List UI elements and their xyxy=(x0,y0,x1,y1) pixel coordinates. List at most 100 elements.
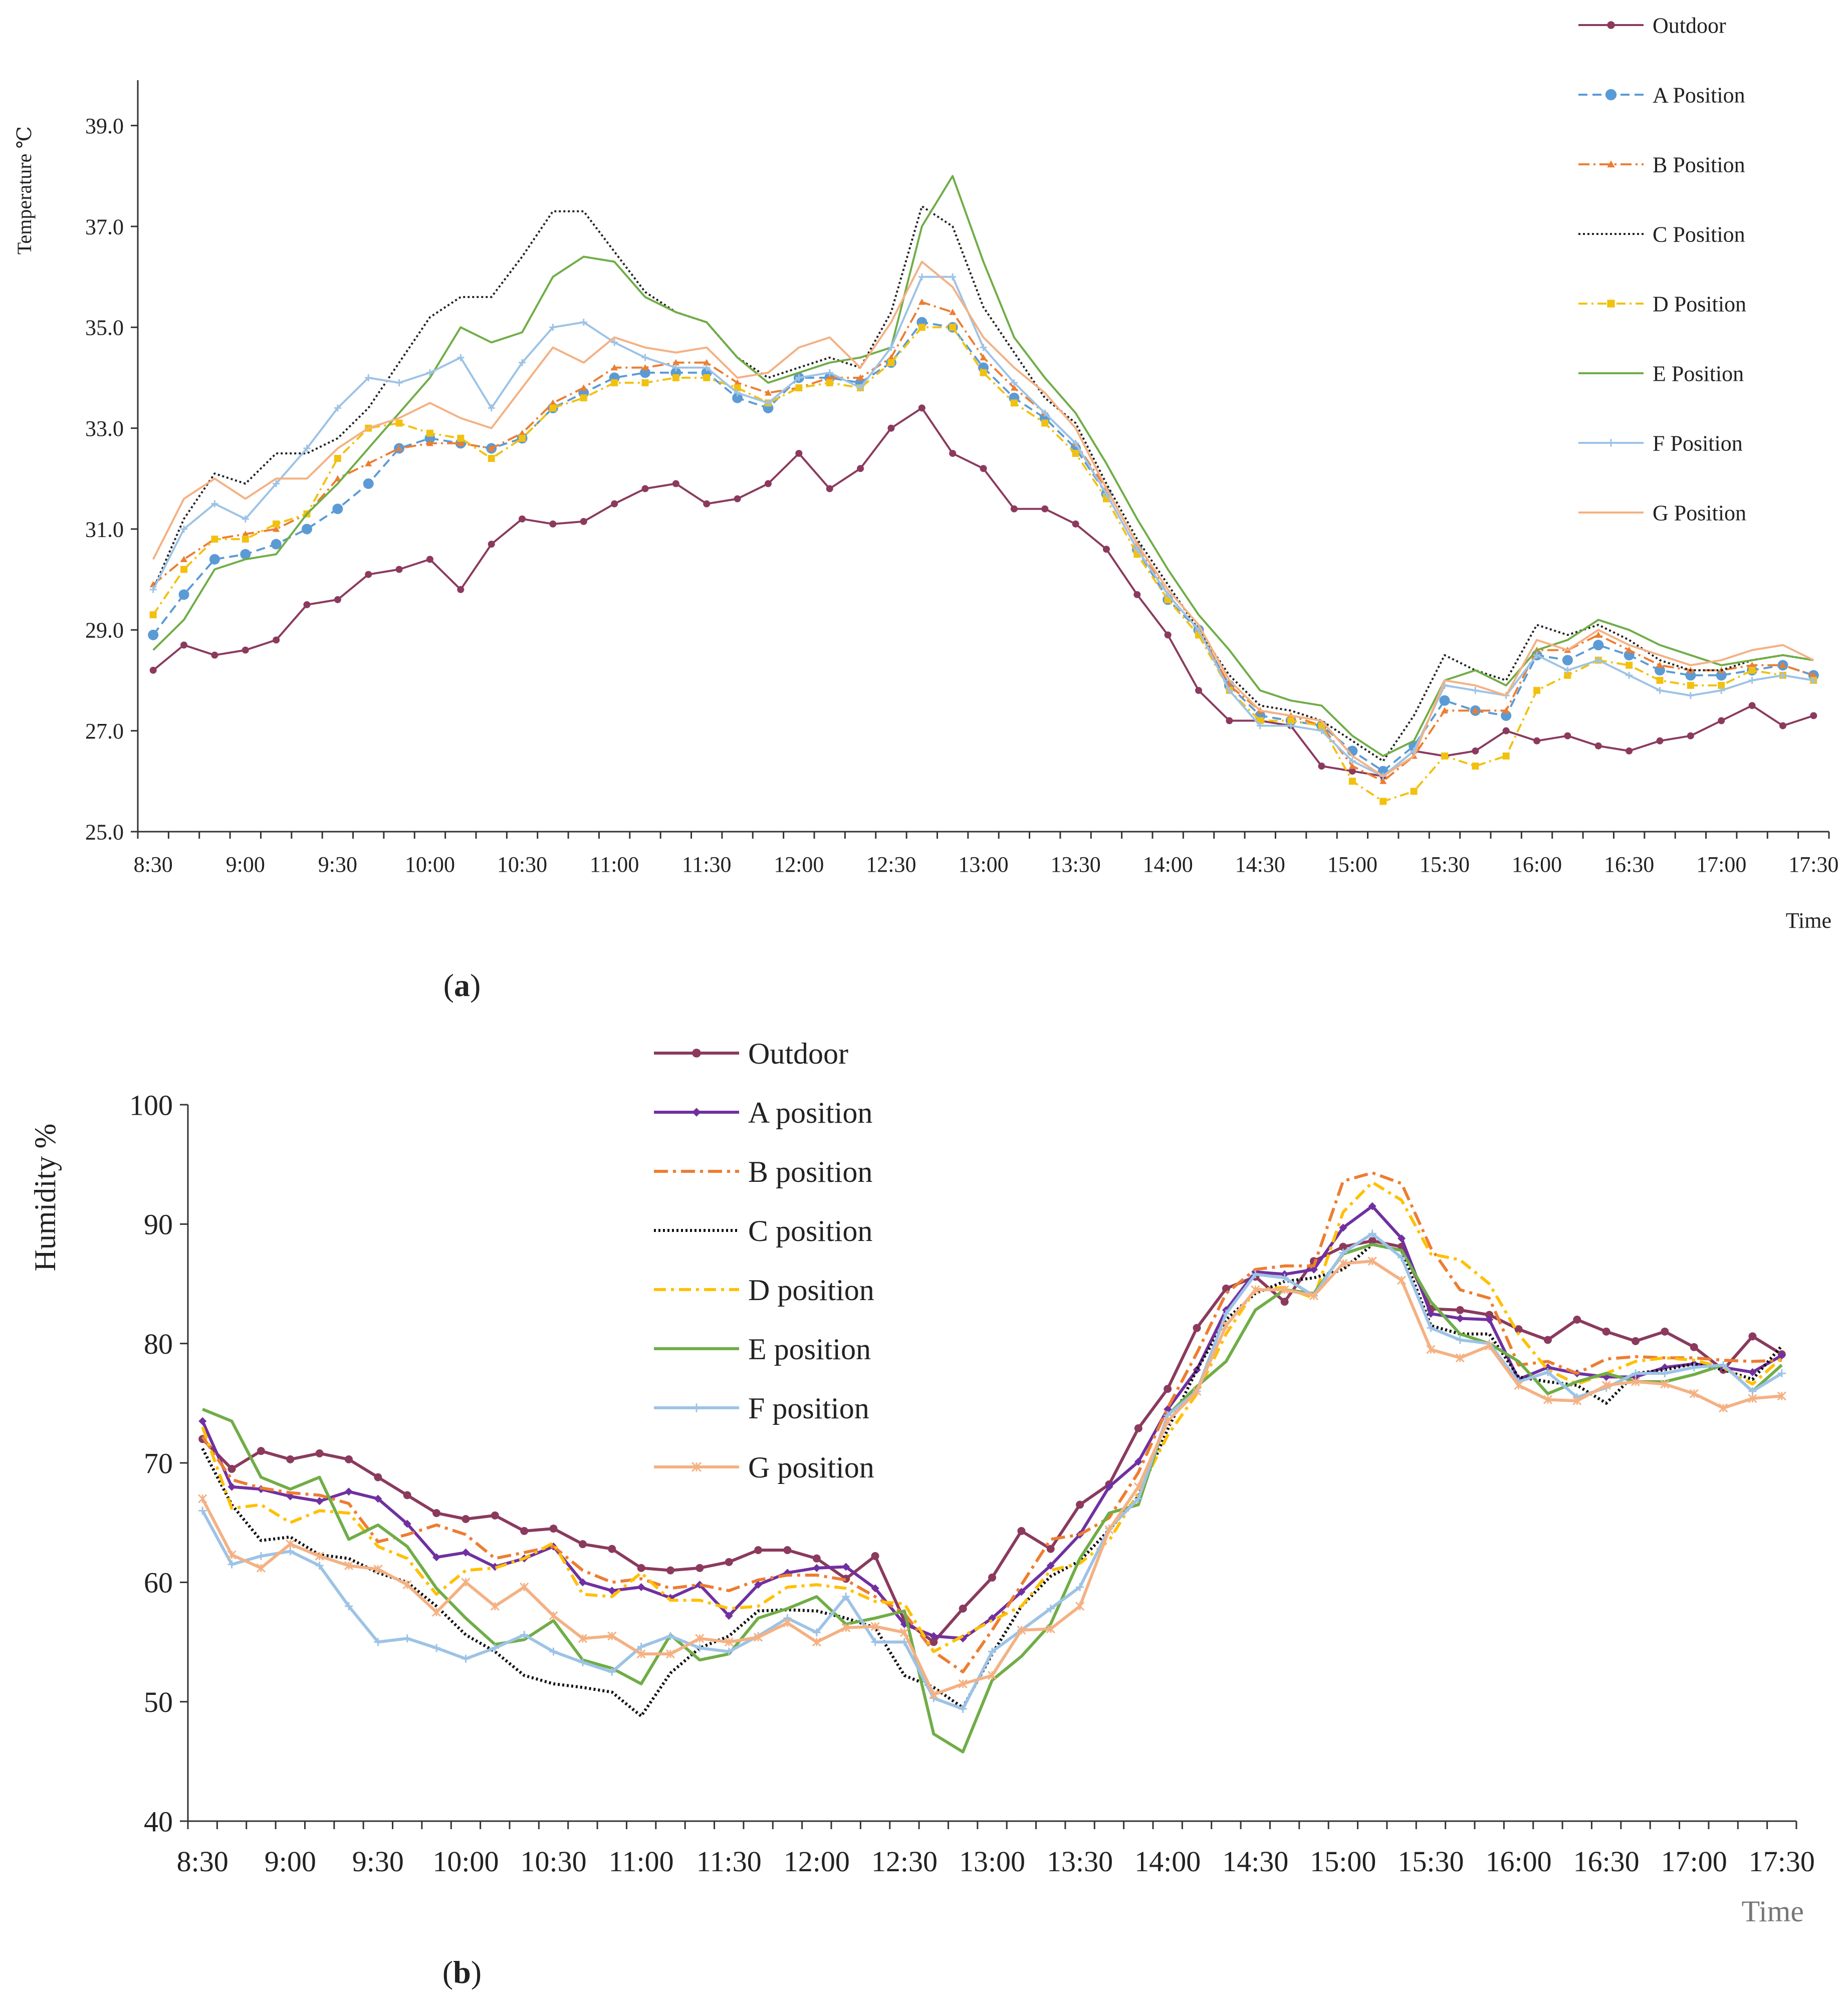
data-point xyxy=(900,1638,908,1646)
data-point xyxy=(1163,1416,1173,1426)
data-point xyxy=(520,1631,529,1639)
x-tick-label: 15:00 xyxy=(1327,852,1377,877)
data-point xyxy=(949,309,957,315)
data-point xyxy=(520,1527,529,1535)
legend-item: B Position xyxy=(1578,152,1745,177)
data-point xyxy=(374,1638,382,1646)
data-point xyxy=(1456,1314,1464,1323)
data-point xyxy=(637,1583,645,1591)
data-point xyxy=(1777,1369,1786,1378)
data-point xyxy=(1572,1396,1582,1406)
data-point xyxy=(988,1614,996,1622)
data-point xyxy=(1777,1391,1786,1401)
data-point xyxy=(1514,1325,1523,1334)
data-point xyxy=(240,549,251,560)
data-point xyxy=(637,1643,645,1651)
data-point xyxy=(988,1573,996,1582)
data-point xyxy=(403,1634,411,1643)
data-point xyxy=(334,596,341,603)
data-point xyxy=(857,465,864,472)
data-point xyxy=(1379,778,1387,784)
data-point xyxy=(1398,1234,1406,1242)
x-tick-label: 15:30 xyxy=(1398,1845,1464,1878)
data-point xyxy=(580,518,587,525)
data-point xyxy=(1441,752,1448,760)
data-point xyxy=(1626,646,1633,653)
data-point xyxy=(812,1554,821,1563)
data-point xyxy=(488,444,495,451)
x-tick-label: 16:30 xyxy=(1573,1845,1640,1878)
data-point xyxy=(1010,399,1018,407)
caption-a: (a) xyxy=(443,967,481,1003)
data-point xyxy=(1456,1306,1464,1314)
series-c-position xyxy=(152,205,1814,763)
data-point xyxy=(637,1564,645,1572)
legend-item: F Position xyxy=(1578,431,1743,455)
data-point xyxy=(1017,1625,1026,1635)
data-point xyxy=(273,636,280,644)
x-tick-label: 12:00 xyxy=(784,1845,850,1878)
data-point xyxy=(1656,676,1664,684)
data-point xyxy=(1010,379,1018,387)
series-line xyxy=(201,1180,1783,1653)
data-point xyxy=(578,1658,587,1667)
legend-label: A Position xyxy=(1653,83,1745,107)
data-point xyxy=(315,1551,324,1561)
data-point xyxy=(672,364,679,371)
data-point xyxy=(1718,687,1725,694)
data-point xyxy=(286,1455,295,1463)
legend-label: D Position xyxy=(1653,292,1746,316)
data-point xyxy=(1222,1310,1230,1318)
data-point xyxy=(1593,640,1604,651)
data-point xyxy=(273,520,280,528)
data-point xyxy=(949,449,957,457)
data-point xyxy=(1472,763,1479,770)
data-point xyxy=(256,1563,266,1573)
data-point xyxy=(580,319,587,326)
data-point xyxy=(402,1580,412,1590)
data-point xyxy=(211,500,218,508)
y-tick-label: 70 xyxy=(144,1447,173,1479)
data-point xyxy=(211,651,218,659)
data-point xyxy=(703,359,711,366)
x-tick-label: 16:30 xyxy=(1604,852,1654,877)
data-point xyxy=(549,1647,558,1656)
x-tick-label: 17:00 xyxy=(1696,852,1746,877)
series-g-position xyxy=(152,261,1814,778)
x-tick-label: 9:00 xyxy=(265,1845,316,1878)
data-point xyxy=(1221,1321,1231,1330)
data-point xyxy=(641,364,649,371)
data-point xyxy=(242,536,249,543)
legend-item: F position xyxy=(654,1392,869,1425)
data-point xyxy=(519,359,526,366)
data-point xyxy=(980,354,987,361)
x-tick-label: 9:30 xyxy=(318,852,357,877)
data-point xyxy=(1543,1336,1552,1344)
temperature-chart: 25.0 27.0 29.0 31.0 33.0 35.0 37.0 39.0 8:30 9:00… xyxy=(13,13,1838,933)
data-point xyxy=(899,1628,909,1637)
data-point xyxy=(1472,707,1479,713)
data-point xyxy=(1748,1387,1757,1395)
data-point xyxy=(1690,1343,1698,1351)
data-point xyxy=(1041,409,1049,417)
data-point xyxy=(611,500,618,508)
series-line xyxy=(152,407,1814,778)
data-point xyxy=(980,465,987,472)
data-point xyxy=(1192,1386,1202,1396)
data-point xyxy=(1533,687,1541,694)
y-tick-label: 80 xyxy=(144,1328,173,1360)
legend-item: D position xyxy=(654,1274,874,1307)
data-point xyxy=(1287,722,1295,729)
data-point xyxy=(432,1607,441,1617)
data-point xyxy=(826,379,833,387)
data-point xyxy=(578,1634,587,1643)
legend-item: B position xyxy=(654,1155,872,1188)
legend-marker xyxy=(1607,439,1615,447)
x-tick-label: 10:00 xyxy=(432,1845,499,1878)
data-point xyxy=(578,1540,587,1549)
data-point xyxy=(1777,1351,1786,1360)
data-point xyxy=(461,1548,470,1557)
data-point xyxy=(857,384,864,392)
data-point xyxy=(519,429,526,436)
data-point xyxy=(180,556,188,562)
